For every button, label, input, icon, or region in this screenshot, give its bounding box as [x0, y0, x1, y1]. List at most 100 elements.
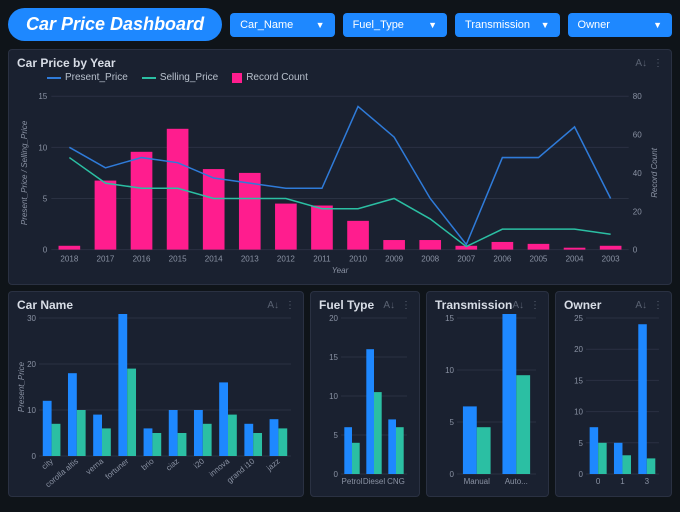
- svg-text:80: 80: [633, 92, 642, 101]
- car-name-chart: 0102030citycorolla altisvernafortunerbri…: [17, 314, 295, 490]
- svg-text:2017: 2017: [96, 255, 114, 264]
- svg-text:grand i10: grand i10: [225, 456, 257, 485]
- svg-text:0: 0: [32, 452, 37, 461]
- svg-text:3: 3: [645, 477, 650, 486]
- svg-text:2008: 2008: [421, 255, 439, 264]
- svg-text:0: 0: [43, 246, 48, 255]
- svg-text:2007: 2007: [457, 255, 475, 264]
- svg-text:jazz: jazz: [264, 457, 281, 474]
- more-icon[interactable]: ⋮: [653, 58, 663, 69]
- panel-title: Car Name: [17, 298, 73, 312]
- svg-text:20: 20: [27, 360, 36, 369]
- svg-text:fortuner: fortuner: [104, 456, 131, 481]
- sort-icon[interactable]: A↓: [383, 300, 395, 311]
- dropdown-label: Transmission: [465, 19, 530, 31]
- svg-text:30: 30: [27, 314, 36, 323]
- svg-text:Present_Price: Present_Price: [17, 361, 26, 412]
- svg-text:2011: 2011: [313, 255, 331, 264]
- panel-title: Transmission: [435, 298, 512, 312]
- dropdown-fuel-type[interactable]: Fuel_Type ▼: [343, 13, 447, 37]
- owner-chart: 0 5 10 15 20 25 0 1 3: [564, 314, 663, 490]
- svg-text:10: 10: [445, 366, 454, 375]
- svg-text:2009: 2009: [385, 255, 403, 264]
- chevron-down-icon: ▼: [428, 20, 437, 30]
- svg-text:Manual: Manual: [464, 477, 490, 486]
- svg-text:15: 15: [445, 314, 454, 323]
- chevron-down-icon: ▼: [541, 20, 550, 30]
- svg-text:5: 5: [450, 418, 455, 427]
- svg-text:15: 15: [38, 92, 47, 101]
- sort-icon[interactable]: A↓: [635, 300, 647, 311]
- svg-text:2012: 2012: [277, 255, 295, 264]
- svg-text:1: 1: [620, 477, 625, 486]
- sort-icon[interactable]: A↓: [267, 300, 279, 311]
- svg-text:ciaz: ciaz: [164, 457, 181, 473]
- svg-text:2015: 2015: [169, 255, 187, 264]
- more-icon[interactable]: ⋮: [285, 300, 295, 311]
- svg-text:Record Count: Record Count: [650, 147, 659, 198]
- panel-fuel-type: Fuel Type A↓ ⋮ 0 5 10 15 20 PetrolDieselCNG: [310, 291, 420, 497]
- chevron-down-icon: ▼: [316, 20, 325, 30]
- svg-text:city: city: [40, 457, 55, 472]
- svg-text:20: 20: [574, 345, 583, 354]
- more-icon[interactable]: ⋮: [530, 300, 540, 311]
- svg-text:Present_Price / Selling_Price: Present_Price / Selling_Price: [20, 120, 29, 225]
- svg-text:Petrol: Petrol: [342, 477, 363, 486]
- svg-text:0: 0: [450, 470, 455, 479]
- svg-text:Diesel: Diesel: [363, 477, 385, 486]
- panel-title: Car Price by Year: [17, 56, 116, 70]
- dropdown-car-name[interactable]: Car_Name ▼: [230, 13, 334, 37]
- more-icon[interactable]: ⋮: [653, 300, 663, 311]
- dropdown-label: Fuel_Type: [353, 19, 404, 31]
- svg-text:CNG: CNG: [387, 477, 405, 486]
- svg-text:brio: brio: [140, 456, 156, 472]
- dropdown-label: Car_Name: [240, 19, 293, 31]
- dropdown-label: Owner: [578, 19, 610, 31]
- svg-text:2005: 2005: [529, 255, 547, 264]
- svg-text:5: 5: [334, 431, 339, 440]
- svg-text:5: 5: [43, 195, 48, 204]
- svg-text:2013: 2013: [241, 255, 259, 264]
- dropdown-transmission[interactable]: Transmission ▼: [455, 13, 559, 37]
- more-icon[interactable]: ⋮: [401, 300, 411, 311]
- svg-text:0: 0: [633, 246, 638, 255]
- dropdown-owner[interactable]: Owner ▼: [568, 13, 672, 37]
- main-chart: 0510150204060802018201720162015201420132…: [17, 87, 663, 279]
- panel-owner: Owner A↓ ⋮ 0 5 10 15 20 25 0 1 3: [555, 291, 672, 497]
- svg-text:15: 15: [329, 353, 338, 362]
- svg-text:15: 15: [574, 376, 583, 385]
- svg-text:Year: Year: [332, 266, 349, 275]
- svg-text:2010: 2010: [349, 255, 367, 264]
- panel-car-name: Car Name A↓⋮ 0102030citycorolla altisver…: [8, 291, 304, 497]
- dashboard-title: Car Price Dashboard: [8, 8, 222, 41]
- svg-text:Auto...: Auto...: [505, 477, 528, 486]
- sort-icon[interactable]: A↓: [512, 300, 524, 311]
- header: Car Price Dashboard Car_Name ▼ Fuel_Type…: [0, 0, 680, 49]
- panel-title: Fuel Type: [319, 298, 374, 312]
- svg-text:20: 20: [633, 207, 642, 216]
- svg-text:25: 25: [574, 314, 583, 323]
- svg-text:0: 0: [334, 470, 339, 479]
- svg-text:2006: 2006: [493, 255, 511, 264]
- svg-text:10: 10: [574, 408, 583, 417]
- fuel-chart: 0 5 10 15 20 PetrolDieselCNG: [319, 314, 411, 490]
- svg-text:60: 60: [633, 131, 642, 140]
- sort-icon[interactable]: A↓: [635, 58, 647, 69]
- panel-car-price-by-year: Car Price by Year A↓ ⋮ Present_PriceSell…: [8, 49, 672, 285]
- panel-title: Owner: [564, 298, 601, 312]
- svg-text:10: 10: [38, 143, 47, 152]
- svg-text:5: 5: [579, 439, 584, 448]
- svg-text:10: 10: [329, 392, 338, 401]
- svg-text:2004: 2004: [566, 255, 584, 264]
- chart-legend: Present_PriceSelling_PriceRecord Count: [17, 72, 663, 83]
- chevron-down-icon: ▼: [653, 20, 662, 30]
- svg-text:0: 0: [596, 477, 601, 486]
- svg-text:2016: 2016: [133, 255, 151, 264]
- svg-text:2014: 2014: [205, 255, 223, 264]
- svg-text:0: 0: [579, 470, 584, 479]
- svg-text:2018: 2018: [60, 255, 78, 264]
- svg-text:i20: i20: [192, 456, 206, 470]
- svg-text:2003: 2003: [602, 255, 620, 264]
- panel-transmission: Transmission A↓ ⋮ 0 5 10 15 Manual Auto...: [426, 291, 549, 497]
- svg-text:20: 20: [329, 314, 338, 323]
